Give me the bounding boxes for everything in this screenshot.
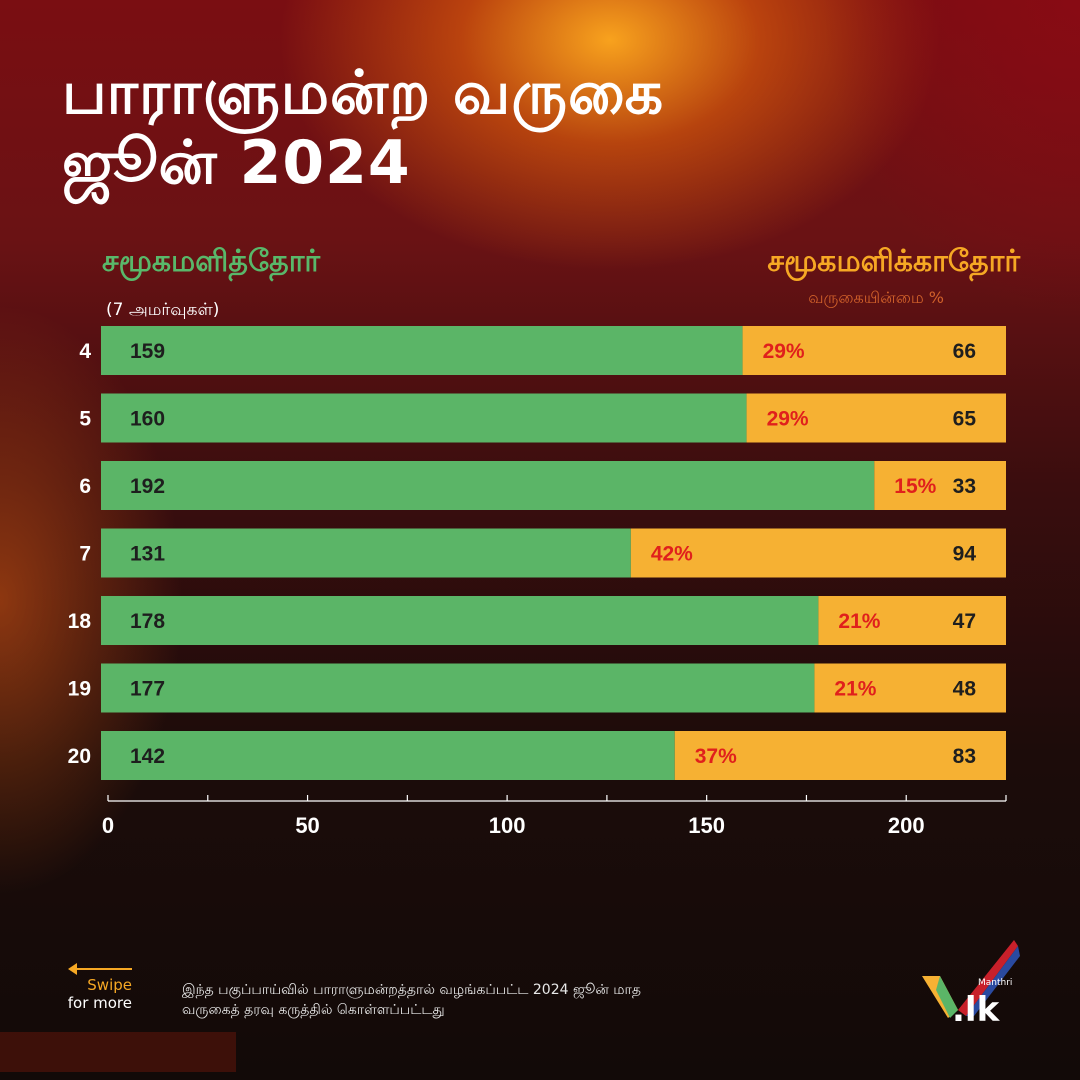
page-title: பாராளுமன்ற வருகை ஜூன் 2024 — [62, 58, 664, 198]
value-label-absent: 83 — [953, 745, 976, 768]
bar-attended — [101, 596, 819, 645]
bar-attended — [101, 393, 747, 443]
decorative-strip — [0, 1032, 236, 1072]
value-label-attended: 131 — [130, 543, 165, 566]
value-label-attended: 178 — [130, 610, 165, 633]
absence-note: வருகையின்மை % — [808, 288, 944, 307]
value-label-attended: 177 — [130, 678, 165, 701]
title-line-2: ஜூன் 2024 — [62, 128, 411, 198]
bar-absent — [818, 596, 1006, 645]
x-tick-label: 200 — [888, 813, 925, 838]
percent-label: 29% — [767, 408, 809, 431]
value-label-attended: 159 — [130, 340, 165, 363]
bar-attended — [101, 326, 743, 375]
row-label: 18 — [68, 610, 92, 633]
x-tick-label: 100 — [489, 813, 526, 838]
sitting-note: (7 அமர்வுகள்) — [106, 300, 220, 320]
bar-absent — [874, 461, 1006, 510]
bar-absent — [674, 731, 1006, 780]
bar-absent — [742, 326, 1006, 375]
row-label: 5 — [79, 408, 91, 431]
percent-label: 42% — [651, 543, 693, 566]
bar-absent — [746, 393, 1006, 443]
swipe-sublabel: for more — [67, 994, 132, 1012]
row-label: 6 — [79, 475, 91, 498]
row-label: 4 — [79, 340, 91, 363]
value-label-absent: 33 — [953, 475, 976, 498]
swipe-label: Swipe — [87, 976, 132, 994]
value-label-absent: 47 — [953, 610, 976, 633]
row-label: 19 — [68, 678, 91, 701]
row-label: 20 — [68, 745, 91, 768]
background-glow — [820, 0, 1080, 320]
value-label-absent: 48 — [953, 678, 977, 701]
x-tick-label: 50 — [295, 813, 319, 838]
row-label: 7 — [79, 543, 91, 566]
title-line-1: பாராளுமன்ற வருகை — [62, 58, 665, 128]
value-label-attended: 160 — [130, 408, 165, 431]
bar-attended — [101, 528, 631, 578]
percent-label: 21% — [838, 610, 880, 633]
bar-attended — [101, 731, 675, 780]
footer-note: இந்த பகுப்பாய்வில் பாராளுமன்றத்தால் வழங்… — [182, 982, 641, 1018]
arrow-left-icon — [68, 963, 132, 975]
x-tick-label: 150 — [688, 813, 725, 838]
bar-absent — [814, 663, 1006, 713]
percent-label: 15% — [894, 475, 936, 498]
value-label-attended: 142 — [130, 745, 165, 768]
legend-absent: சமூகமளிக்காதோர் — [767, 244, 1020, 279]
logo-small-text: Manthri — [978, 978, 1013, 988]
x-tick-label: 0 — [102, 813, 114, 838]
legend-attended: சமூகமளித்தோர் — [102, 244, 321, 279]
value-label-attended: 192 — [130, 475, 165, 498]
value-label-absent: 65 — [953, 408, 977, 431]
bar-attended — [101, 461, 875, 510]
bar-absent — [630, 528, 1006, 578]
value-label-absent: 66 — [953, 340, 976, 363]
percent-label: 37% — [695, 745, 737, 768]
logo-text: .lk — [952, 990, 1000, 1030]
value-label-absent: 94 — [953, 543, 977, 566]
swipe-hint[interactable]: Swipe for more — [58, 963, 132, 1012]
percent-label: 29% — [763, 340, 805, 363]
bar-attended — [101, 663, 815, 713]
percent-label: 21% — [834, 678, 876, 701]
manthri-checkmark-icon — [922, 940, 1020, 1018]
